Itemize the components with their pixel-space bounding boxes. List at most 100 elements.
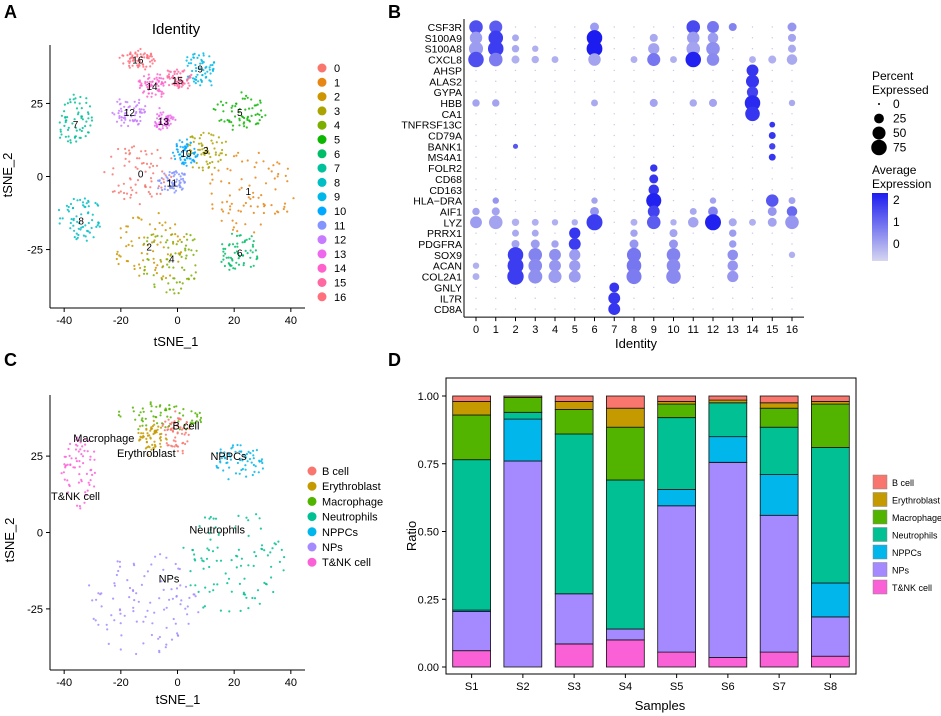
dot-empty bbox=[495, 178, 497, 180]
dot-empty bbox=[574, 48, 576, 50]
dot bbox=[511, 239, 520, 249]
point bbox=[73, 101, 77, 104]
point bbox=[144, 149, 147, 153]
point bbox=[236, 443, 239, 447]
point bbox=[194, 69, 198, 73]
point bbox=[178, 567, 181, 571]
point bbox=[272, 590, 275, 594]
dot bbox=[746, 64, 759, 77]
point bbox=[150, 95, 153, 98]
dot-empty bbox=[712, 297, 714, 299]
point bbox=[116, 250, 119, 253]
dot bbox=[707, 32, 719, 44]
identity-label: 5 bbox=[572, 324, 578, 336]
point bbox=[78, 222, 81, 225]
dot bbox=[729, 240, 737, 248]
point bbox=[184, 249, 187, 252]
legend-label: Neutrophils bbox=[322, 512, 378, 524]
y-tick-label: -25 bbox=[27, 604, 43, 616]
point bbox=[168, 404, 171, 407]
point bbox=[245, 596, 248, 599]
dot bbox=[608, 292, 621, 305]
point bbox=[140, 218, 143, 221]
dot-empty bbox=[712, 232, 714, 234]
dot bbox=[551, 56, 559, 64]
y-tick-label: 0 bbox=[37, 172, 43, 184]
point bbox=[143, 575, 146, 578]
point bbox=[165, 606, 168, 609]
point bbox=[118, 115, 121, 118]
legend-label: NPPCs bbox=[322, 527, 359, 539]
point bbox=[157, 212, 160, 215]
point bbox=[189, 144, 192, 147]
point bbox=[168, 174, 171, 177]
dot-empty bbox=[495, 308, 497, 310]
dot-empty bbox=[692, 308, 694, 310]
dot-empty bbox=[672, 210, 675, 213]
point bbox=[189, 135, 192, 139]
point bbox=[163, 118, 166, 121]
point bbox=[119, 648, 122, 651]
point bbox=[80, 107, 83, 110]
point bbox=[125, 259, 128, 263]
legend-key bbox=[872, 527, 888, 542]
point bbox=[190, 274, 193, 277]
dot-empty bbox=[653, 286, 655, 289]
point bbox=[199, 84, 202, 87]
bar-segment bbox=[657, 400, 697, 405]
point bbox=[81, 455, 85, 458]
point bbox=[84, 205, 87, 209]
dot-empty bbox=[712, 156, 714, 158]
point bbox=[64, 455, 67, 458]
dot bbox=[472, 207, 480, 216]
point bbox=[93, 485, 96, 488]
point bbox=[176, 431, 179, 434]
dot bbox=[586, 40, 603, 57]
point bbox=[186, 87, 189, 90]
dot-empty bbox=[633, 286, 635, 289]
point bbox=[242, 453, 245, 456]
point bbox=[162, 588, 165, 592]
point bbox=[75, 238, 78, 241]
dot-empty bbox=[574, 178, 576, 180]
point bbox=[93, 450, 96, 453]
y-tick-label: 0.50 bbox=[418, 527, 439, 539]
dot-empty bbox=[613, 134, 615, 137]
point bbox=[132, 145, 136, 148]
point bbox=[118, 410, 121, 413]
dot-empty bbox=[514, 102, 517, 104]
point bbox=[148, 434, 151, 437]
point bbox=[277, 172, 280, 176]
point bbox=[245, 475, 248, 478]
point bbox=[137, 122, 140, 125]
dot bbox=[586, 214, 603, 231]
point bbox=[136, 53, 139, 56]
dot-empty bbox=[554, 102, 556, 104]
dot-empty bbox=[712, 275, 714, 278]
point bbox=[168, 77, 171, 80]
point bbox=[73, 236, 76, 239]
dot-empty bbox=[574, 58, 576, 61]
point bbox=[162, 178, 165, 181]
gene-label: FOLR2 bbox=[428, 163, 462, 175]
point bbox=[165, 291, 168, 294]
dot bbox=[608, 303, 621, 316]
point bbox=[75, 129, 78, 132]
point bbox=[200, 79, 203, 82]
point bbox=[217, 136, 220, 139]
point bbox=[174, 189, 178, 192]
dot-empty bbox=[574, 167, 576, 169]
point bbox=[142, 108, 145, 111]
point bbox=[286, 167, 289, 170]
point bbox=[153, 285, 156, 289]
dot bbox=[487, 40, 504, 57]
point bbox=[156, 428, 159, 431]
point bbox=[148, 446, 151, 449]
point bbox=[157, 84, 160, 88]
point bbox=[241, 115, 244, 119]
point bbox=[135, 110, 138, 114]
legend-label: Erythroblast bbox=[322, 481, 381, 493]
dot-empty bbox=[514, 123, 517, 126]
point bbox=[133, 114, 137, 117]
dot-empty bbox=[475, 297, 477, 299]
